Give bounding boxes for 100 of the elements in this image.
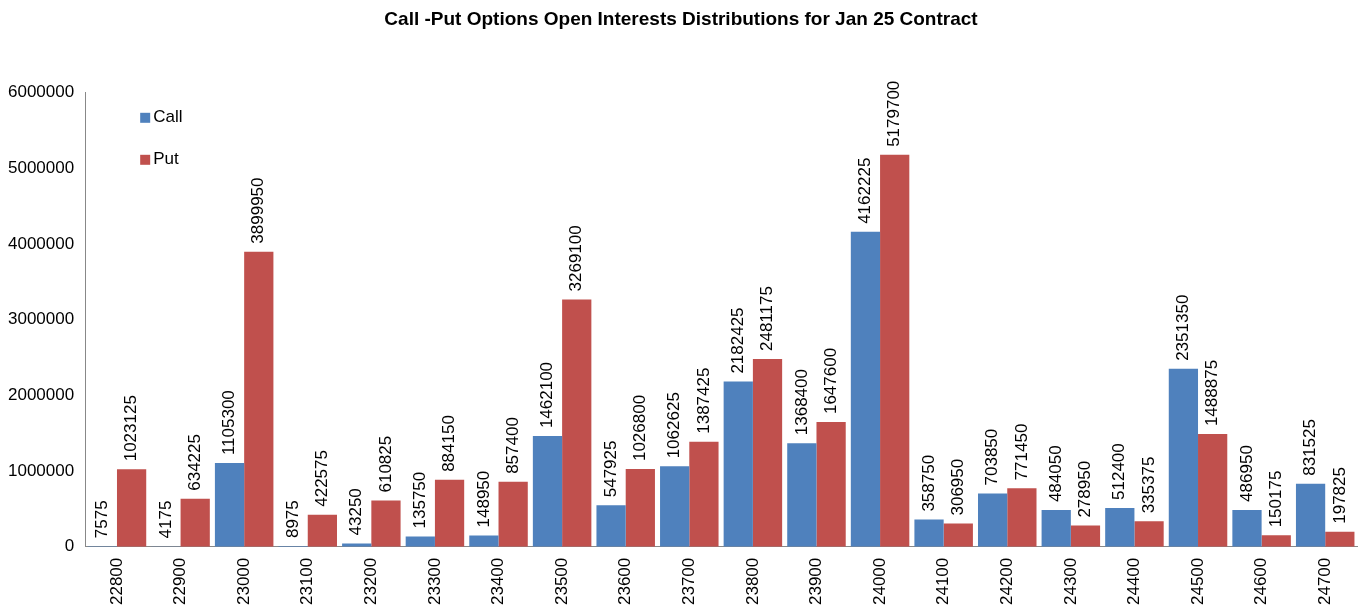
bar	[180, 498, 210, 547]
data-label: 884150	[439, 415, 459, 472]
data-label: 2351350	[1173, 294, 1193, 361]
data-label: 486950	[1236, 445, 1256, 502]
data-label: 1647600	[820, 347, 840, 415]
bar	[342, 543, 372, 547]
y-tick-label: 6000000	[7, 82, 75, 102]
data-label: 278950	[1075, 460, 1095, 518]
x-tick-label: 24500	[1187, 557, 1207, 606]
x-tick-label: 24300	[1060, 557, 1080, 606]
bar	[914, 519, 944, 547]
x-tick-label: 22900	[170, 557, 190, 606]
data-label: 306950	[947, 458, 967, 516]
data-label: 831525	[1300, 419, 1320, 476]
data-label: 2481175	[757, 286, 777, 352]
bar	[596, 505, 626, 547]
x-tick-label: 24000	[869, 557, 889, 606]
x-tick-label: 24100	[933, 557, 953, 606]
bar	[787, 443, 817, 547]
bar	[469, 535, 499, 547]
bar	[1134, 521, 1164, 547]
data-label: 335375	[1138, 456, 1158, 514]
data-label: 2182425	[727, 307, 747, 374]
legend-label: Put	[153, 149, 179, 169]
bar	[1105, 507, 1135, 547]
x-tick-label: 23800	[742, 557, 762, 606]
data-label: 547925	[600, 440, 620, 498]
bar	[1041, 510, 1071, 547]
data-label: 3269100	[566, 225, 586, 292]
x-tick-label: 23600	[615, 557, 635, 606]
x-tick-label: 24400	[1124, 557, 1144, 606]
x-tick-label: 23900	[806, 557, 826, 606]
bar	[1261, 535, 1291, 547]
y-tick-label: 2000000	[7, 385, 75, 405]
bar	[816, 422, 846, 547]
data-label: 1368400	[791, 369, 811, 436]
bar	[978, 493, 1008, 547]
bar	[660, 466, 690, 547]
x-tick-label: 23400	[488, 557, 508, 606]
bar	[1232, 509, 1262, 547]
bar	[1198, 434, 1228, 547]
data-label: 512400	[1109, 443, 1129, 500]
x-tick-label: 24700	[1314, 557, 1334, 606]
data-label: 1023125	[121, 395, 141, 462]
bar	[434, 479, 465, 547]
bar	[405, 536, 435, 547]
data-label: 1387425	[693, 367, 713, 434]
bar	[1295, 483, 1326, 547]
data-label: 4162225	[855, 157, 875, 224]
data-label: 43250	[346, 488, 366, 536]
bar	[880, 154, 910, 547]
y-tick-label: 5000000	[7, 158, 75, 178]
bar	[532, 436, 563, 547]
data-label: 857400	[502, 417, 522, 474]
bar	[562, 299, 592, 547]
data-label: 1488875	[1202, 359, 1222, 427]
data-label: 422575	[312, 450, 332, 507]
data-label: 5179700	[884, 80, 904, 147]
data-label: 7575	[92, 500, 112, 539]
data-label: 1105300	[219, 390, 239, 456]
bar	[1168, 368, 1199, 547]
x-tick-label: 24200	[996, 557, 1016, 606]
data-label: 148950	[473, 470, 493, 528]
bar	[244, 251, 274, 547]
data-label: 771450	[1011, 423, 1031, 481]
bar	[850, 231, 881, 547]
chart-title: Call -Put Options Open Interests Distributions for Jan 25 Contract	[384, 7, 979, 29]
data-label: 634225	[184, 434, 204, 491]
x-tick-label: 24600	[1251, 557, 1271, 606]
data-label: 484050	[1045, 445, 1065, 503]
data-label: 610825	[375, 435, 395, 493]
bar	[752, 359, 783, 547]
data-label: 8975	[282, 500, 302, 539]
data-label: 1462100	[537, 361, 557, 429]
y-tick-label: 3000000	[7, 309, 75, 329]
y-tick-label: 1000000	[7, 460, 75, 480]
x-tick-label: 23100	[297, 557, 317, 606]
bar	[943, 523, 973, 547]
legend-label: Call	[153, 107, 183, 127]
data-label: 4175	[155, 500, 175, 539]
data-label: 1062625	[664, 392, 684, 459]
data-label: 197825	[1329, 467, 1349, 524]
bar	[1070, 525, 1101, 547]
bar	[498, 481, 528, 547]
bar	[371, 500, 401, 547]
bar	[1325, 531, 1355, 547]
bar	[1007, 488, 1037, 547]
data-label: 1026800	[630, 394, 650, 462]
data-label: 150175	[1265, 470, 1285, 528]
x-tick-label: 23300	[424, 557, 444, 606]
data-label: 3899950	[248, 177, 268, 244]
x-tick-label: 23700	[678, 557, 698, 606]
y-tick-label: 0	[64, 536, 75, 556]
bar	[214, 463, 245, 547]
bar	[116, 469, 147, 547]
data-label: 358750	[918, 454, 938, 512]
x-tick-label: 23500	[551, 557, 571, 606]
x-tick-label: 22800	[106, 557, 126, 606]
x-tick-label: 23200	[361, 557, 381, 606]
y-tick-label: 4000000	[7, 233, 75, 253]
